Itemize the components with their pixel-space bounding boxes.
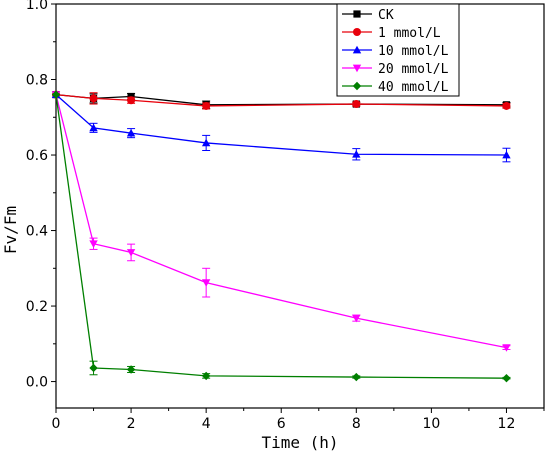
data-point: [352, 150, 361, 158]
data-point: [89, 363, 98, 373]
x-tick-label: 4: [202, 416, 211, 432]
data-point: [126, 249, 136, 257]
data-point: [502, 344, 511, 352]
data-point: [202, 101, 211, 110]
x-tick-label: 0: [52, 416, 61, 432]
y-tick-label: 0.2: [26, 299, 48, 315]
series-3: [51, 91, 511, 352]
series-line: [55, 94, 507, 349]
x-tick-label: 10: [422, 416, 440, 432]
axes: 0 2 4 6 8 10 12 0.0 0.2 0.4 0.6 0.8 1.0: [26, 0, 545, 432]
data-point: [127, 96, 136, 105]
series-2: [51, 90, 511, 163]
legend-label: 10 mmol/L: [378, 44, 449, 59]
data-point: [89, 94, 98, 103]
x-tick-label: 6: [277, 416, 286, 432]
legend: CK 1 mmol/L 10 mmol/L 20 mmol/L 40 mmol/L: [336, 3, 460, 97]
y-tick-label: 0.8: [26, 73, 48, 89]
data-point: [502, 373, 511, 383]
data-point: [201, 279, 211, 287]
y-tick-label: 0.0: [26, 375, 48, 391]
data-point: [89, 240, 98, 248]
data-point: [502, 101, 511, 110]
x-tick-label: 2: [127, 416, 136, 432]
data-point: [51, 90, 61, 99]
x-axis-label: Time (h): [261, 433, 338, 452]
data-point: [126, 365, 136, 374]
legend-label: 20 mmol/L: [378, 62, 449, 77]
data-point: [126, 128, 136, 137]
series-line: [55, 94, 507, 379]
data-point: [352, 100, 361, 109]
legend-marker: [352, 64, 362, 73]
data-point: [201, 138, 211, 147]
legend-label: 40 mmol/L: [378, 80, 449, 95]
plot-frame: [55, 3, 545, 409]
series-line: [55, 93, 507, 107]
legend-marker: [353, 10, 361, 18]
series-line: [55, 94, 507, 156]
data-point: [352, 372, 361, 382]
x-tick-label: 8: [352, 416, 361, 432]
legend-marker: [352, 45, 362, 54]
data-point: [352, 314, 361, 323]
y-tick-label: 0.6: [26, 148, 48, 164]
y-tick-label: 1.0: [26, 0, 48, 13]
legend-marker: [353, 28, 361, 36]
data-point: [201, 371, 211, 381]
y-tick-label: 0.4: [26, 224, 48, 240]
data-point: [502, 150, 511, 159]
series-4: [51, 90, 511, 383]
y-axis-label: Fv/Fm: [1, 206, 20, 254]
legend-label: CK: [378, 8, 394, 23]
legend-marker: [352, 81, 362, 91]
x-tick-label: 12: [498, 416, 516, 432]
data-point: [89, 123, 98, 132]
series-layer: [51, 90, 511, 383]
legend-label: 1 mmol/L: [378, 26, 441, 41]
